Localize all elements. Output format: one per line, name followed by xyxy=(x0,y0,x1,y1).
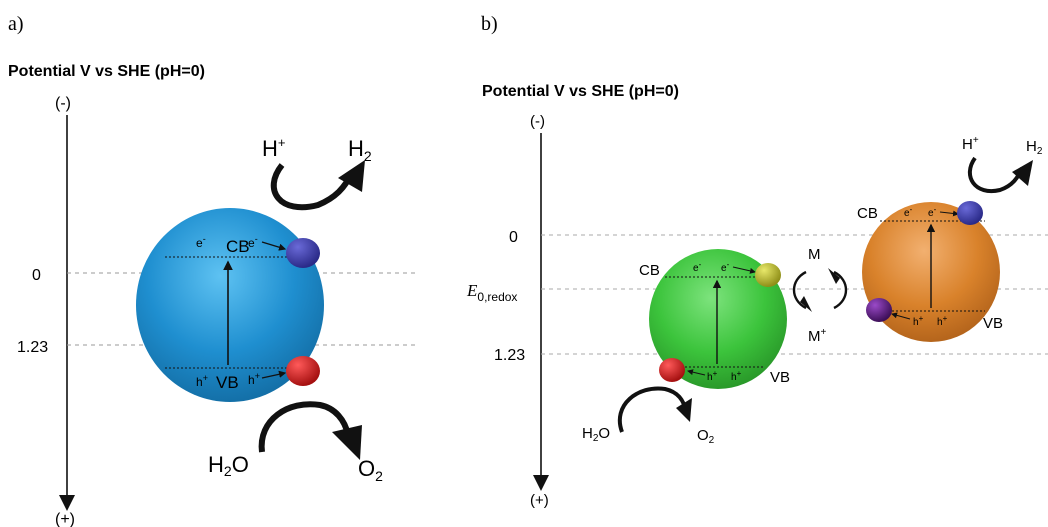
panel-b-green-hole-ball xyxy=(659,358,685,382)
panel-a-reduction-arrow xyxy=(270,163,355,211)
panel-a-vb-hole-1: h+ xyxy=(196,373,208,389)
panel-b-green-vb-label: VB xyxy=(770,369,790,386)
panel-a-electron-ball xyxy=(286,238,320,268)
panel-a-proton-label: H+ xyxy=(262,135,285,161)
panel-b-green-hole-2: h+ xyxy=(731,369,742,383)
panel-b-mediator-plus-label: M+ xyxy=(808,327,827,345)
panel-b-oxygen-label: O2 xyxy=(697,427,715,446)
panel-b-hydrogen-label: H2 xyxy=(1026,138,1043,157)
panel-a-label: a) xyxy=(8,13,24,35)
panel-a-cb-electron-2: e- xyxy=(248,234,258,250)
panel-a-hole-transfer-arrow xyxy=(261,370,287,379)
panel-b-orange-vb-label: VB xyxy=(983,315,1003,332)
panel-b-green-particle xyxy=(649,249,787,389)
panel-a-axis-top-sign: (-) xyxy=(55,95,71,112)
panel-b-green-hole-arrow xyxy=(687,369,706,376)
panel-b-orange-electron-ball xyxy=(957,201,983,225)
panel-b-orange-hole-arrow xyxy=(891,312,911,320)
panel-b-axis-top-sign: (-) xyxy=(530,113,545,130)
panel-a-oxidation-arrowhead xyxy=(332,425,362,460)
panel-b-orange-cb-label: CB xyxy=(857,205,878,222)
panel-b-green-cb-label: CB xyxy=(639,262,660,279)
panel-b-orange-hole-1: h+ xyxy=(913,314,924,328)
panel-a-hole-ball xyxy=(286,356,320,386)
panel-b-water-label: H2O xyxy=(582,425,610,444)
panel-a-electron-transfer-arrow xyxy=(261,241,287,251)
panel-b-mediator-arrowhead-left xyxy=(800,296,812,312)
panel-a: a) Potential V vs SHE (pH=0) (-) (+) 0 1… xyxy=(8,13,415,527)
panel-a-vb-label: VB xyxy=(216,373,239,392)
panel-b-mediator-label: M xyxy=(808,246,821,263)
panel-b-tick-0: 0 xyxy=(509,229,518,246)
panel-a-water-label: H2O xyxy=(208,452,249,479)
panel-b-mediator-arrowhead-right xyxy=(828,268,840,284)
panel-a-tick-0: 0 xyxy=(32,267,41,284)
panel-a-hydrogen-label: H2 xyxy=(348,136,372,164)
panel-a-axis-title: Potential V vs SHE (pH=0) xyxy=(8,63,205,80)
panel-a-oxygen-label: O2 xyxy=(358,456,383,484)
panel-a-cb-electron-1: e- xyxy=(196,234,206,250)
panel-b-oxidation-arrowhead xyxy=(676,398,692,422)
panel-b-green-electron-arrow xyxy=(732,266,756,274)
panel-b-oxidation-arrow xyxy=(618,386,688,433)
panel-b-e-redox-label: E0,redox xyxy=(466,281,517,304)
panel-b-mediator-arrow-right xyxy=(833,270,848,310)
panel-b-orange-electron-arrow xyxy=(939,210,959,217)
panel-b-green-electron-2: e- xyxy=(721,260,730,274)
panel-a-oxidation-arrow xyxy=(258,401,351,453)
panel-b-axis-title: Potential V vs SHE (pH=0) xyxy=(482,83,679,100)
panel-a-cb-label: CB xyxy=(226,237,250,256)
panel-b-axis-bottom-sign: (+) xyxy=(530,492,549,509)
panel-b-reduction-arrow xyxy=(968,156,1024,194)
panel-b-mediator-arrow-left xyxy=(792,270,807,310)
panel-a-axis-bottom-sign: (+) xyxy=(55,511,75,527)
panel-a-tick-1-23: 1.23 xyxy=(17,339,48,356)
panel-b-orange-electron-1: e- xyxy=(904,205,913,219)
panel-a-vb-hole-2: h+ xyxy=(248,371,260,387)
panel-b-orange-hole-2: h+ xyxy=(937,314,948,328)
panel-b-green-hole-1: h+ xyxy=(707,369,718,383)
panel-b-label: b) xyxy=(481,13,498,35)
panel-b: b) Potential V vs SHE (pH=0) (-) (+) 0 E… xyxy=(466,13,1048,509)
panel-b-reduction-arrowhead xyxy=(1012,160,1033,186)
panel-b-orange-hole-ball xyxy=(866,298,892,322)
panel-b-green-electron-1: e- xyxy=(693,260,702,274)
panel-b-proton-label: H+ xyxy=(962,135,979,153)
panel-b-green-electron-ball xyxy=(755,263,781,287)
panel-b-orange-electron-2: e- xyxy=(928,205,937,219)
panel-b-tick-1-23: 1.23 xyxy=(494,347,525,364)
panel-a-reduction-arrowhead xyxy=(338,160,365,192)
